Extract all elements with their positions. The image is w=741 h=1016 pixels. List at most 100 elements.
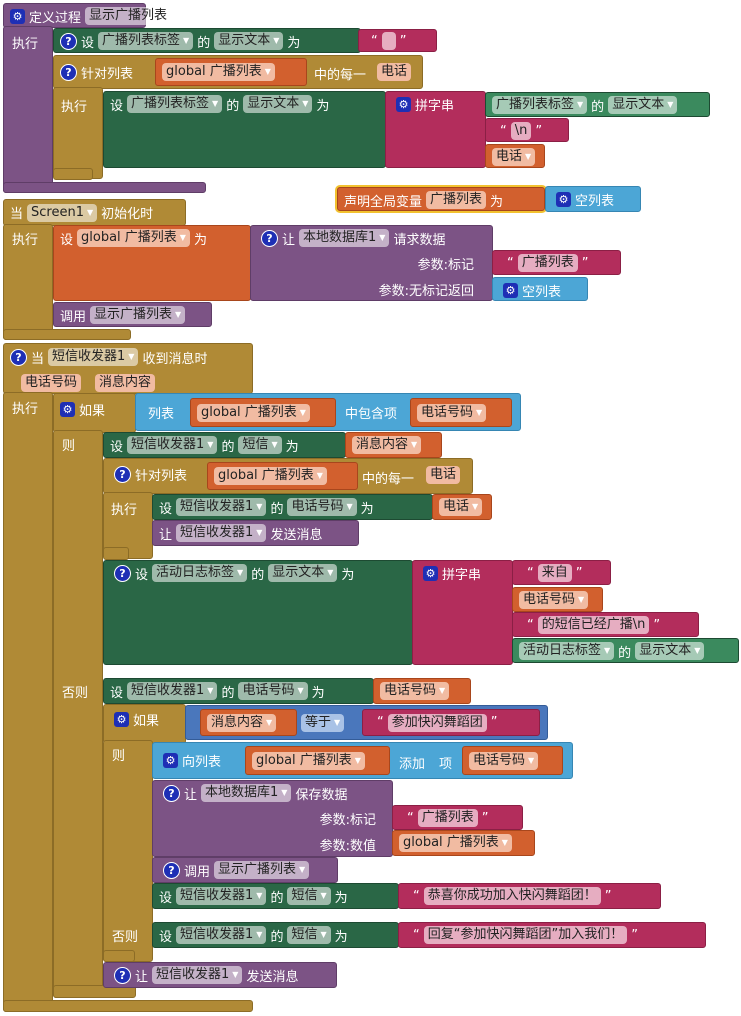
- gear-icon[interactable]: ⚙: [396, 96, 411, 112]
- variable-dropdown[interactable]: 电话 ▼: [439, 498, 483, 516]
- help-icon[interactable]: ?: [261, 229, 278, 247]
- component-dropdown[interactable]: 短信收发器1 ▼: [48, 348, 139, 366]
- variable-dropdown[interactable]: 电话号码 ▼: [519, 591, 589, 609]
- property-getter[interactable]: 活动日志标签 ▼ 的显示文本 ▼: [512, 638, 739, 663]
- set-global-block[interactable]: 设 global 广播列表 ▼ 为: [53, 225, 251, 301]
- text-block[interactable]: 的短信已经广播\n: [512, 612, 699, 637]
- empty-list-block[interactable]: ⚙ 空列表: [545, 186, 641, 212]
- variable-dropdown[interactable]: 电话号码 ▼: [417, 403, 487, 422]
- global-variable-declaration[interactable]: 声明全局变量 广播列表为: [337, 187, 545, 211]
- component-dropdown[interactable]: 短信收发器1 ▼: [176, 887, 267, 905]
- help-icon[interactable]: ?: [163, 861, 180, 879]
- help-icon[interactable]: ?: [114, 465, 131, 483]
- set-sms-message-block[interactable]: 设短信收发器1 ▼ 的短信 ▼ 为: [152, 922, 399, 948]
- variable-dropdown[interactable]: global 广播列表 ▼: [77, 229, 190, 247]
- variable-getter[interactable]: 电话号码 ▼: [410, 398, 512, 427]
- gear-icon[interactable]: ⚙: [503, 282, 518, 298]
- variable-dropdown[interactable]: 电话 ▼: [492, 148, 536, 166]
- component-dropdown[interactable]: 短信收发器1 ▼: [176, 498, 267, 516]
- gear-icon[interactable]: ⚙: [556, 192, 571, 207]
- component-dropdown[interactable]: 活动日志标签 ▼: [519, 642, 615, 660]
- variable-dropdown[interactable]: 消息内容 ▼: [207, 713, 277, 732]
- component-dropdown[interactable]: Screen1 ▼: [27, 203, 98, 222]
- variable-dropdown[interactable]: global 广播列表 ▼: [162, 63, 275, 81]
- call-procedure-block[interactable]: 调用 显示广播列表 ▼: [53, 302, 212, 327]
- help-icon[interactable]: ?: [114, 564, 131, 582]
- help-icon[interactable]: ?: [10, 348, 27, 366]
- variable-getter[interactable]: global 广播列表 ▼: [392, 830, 535, 856]
- gear-icon[interactable]: ⚙: [163, 752, 178, 768]
- variable-name-field[interactable]: 广播列表: [426, 191, 487, 209]
- empty-list-block[interactable]: ⚙ 空列表: [492, 277, 588, 301]
- text-field[interactable]: \n: [510, 122, 532, 140]
- text-block[interactable]: 参加快闪舞蹈团: [362, 709, 540, 736]
- property-dropdown[interactable]: 电话号码 ▼: [287, 498, 357, 516]
- join-block[interactable]: ⚙ 拼字串: [385, 91, 486, 168]
- component-dropdown[interactable]: 广播列表标签 ▼: [98, 32, 194, 50]
- help-icon[interactable]: ?: [163, 784, 180, 802]
- variable-dropdown[interactable]: global 广播列表 ▼: [197, 403, 310, 422]
- property-dropdown[interactable]: 显示文本 ▼: [608, 96, 678, 114]
- text-field[interactable]: 来自: [537, 564, 572, 582]
- send-message-block[interactable]: 让短信收发器1 ▼ 发送消息: [152, 520, 359, 546]
- variable-dropdown[interactable]: global 广播列表 ▼: [252, 751, 365, 770]
- variable-getter[interactable]: global 广播列表 ▼: [190, 398, 336, 427]
- set-sms-message-block[interactable]: 设短信收发器1 ▼ 的短信 ▼ 为: [103, 432, 346, 458]
- text-block[interactable]: 广播列表: [492, 250, 621, 275]
- variable-getter[interactable]: global 广播列表 ▼: [155, 58, 307, 86]
- variable-getter[interactable]: 电话 ▼: [485, 144, 545, 168]
- variable-getter[interactable]: 电话号码 ▼: [462, 746, 563, 775]
- gear-icon[interactable]: ⚙: [423, 565, 438, 581]
- text-block[interactable]: 来自: [512, 560, 611, 585]
- set-label-text-block[interactable]: ? 设广播列表标签 ▼ 的显示文本 ▼ 为: [53, 28, 361, 53]
- sms-received-event[interactable]: ? 当短信收发器1 ▼ 收到消息时 电话号码 消息内容: [3, 343, 253, 394]
- event-parameter[interactable]: 消息内容: [95, 374, 156, 392]
- component-dropdown[interactable]: 广播列表标签 ▼: [492, 96, 588, 114]
- component-dropdown[interactable]: 活动日志标签 ▼: [152, 564, 248, 582]
- property-dropdown[interactable]: 短信 ▼: [238, 436, 282, 454]
- screen-initialize-event[interactable]: 当 Screen1 ▼ 初始化时: [3, 199, 186, 226]
- text-field[interactable]: 广播列表: [417, 809, 478, 827]
- variable-getter[interactable]: global 广播列表 ▼: [207, 462, 358, 490]
- tinydb-get-value-block[interactable]: ? 让本地数据库1 ▼ 请求数据 参数:标记 参数:无标记返回: [250, 225, 493, 301]
- component-dropdown[interactable]: 本地数据库1 ▼: [201, 784, 292, 802]
- variable-dropdown[interactable]: 电话号码 ▼: [380, 682, 450, 700]
- property-dropdown[interactable]: 短信 ▼: [287, 887, 331, 905]
- set-label-text-block[interactable]: 设广播列表标签 ▼ 的显示文本 ▼ 为: [103, 91, 386, 168]
- variable-getter[interactable]: 消息内容 ▼: [345, 432, 442, 458]
- gear-icon[interactable]: ⚙: [114, 711, 129, 727]
- if-else-block[interactable]: ⚙ 如果: [53, 393, 136, 433]
- if-else-block[interactable]: ⚙ 如果: [103, 704, 186, 744]
- set-log-label-block[interactable]: ? 设活动日志标签 ▼ 的显示文本 ▼ 为: [103, 560, 413, 665]
- property-getter[interactable]: 广播列表标签 ▼ 的显示文本 ▼: [485, 92, 710, 117]
- text-field[interactable]: 参加快闪舞蹈团: [387, 713, 487, 732]
- component-dropdown[interactable]: 短信收发器1 ▼: [127, 436, 218, 454]
- help-icon[interactable]: ?: [114, 966, 131, 984]
- tinydb-store-value-block[interactable]: ? 让本地数据库1 ▼ 保存数据 参数:标记 参数:数值: [152, 780, 393, 857]
- help-icon[interactable]: ?: [60, 63, 77, 81]
- text-block[interactable]: 恭喜你成功加入快闪舞蹈团！: [398, 883, 661, 909]
- component-dropdown[interactable]: 短信收发器1 ▼: [176, 524, 267, 542]
- variable-dropdown[interactable]: 消息内容 ▼: [352, 436, 422, 454]
- property-dropdown[interactable]: 显示文本 ▼: [214, 32, 284, 50]
- text-field[interactable]: 回复“参加快闪舞蹈团”加入我们！: [423, 926, 628, 944]
- component-dropdown[interactable]: 本地数据库1 ▼: [299, 229, 390, 247]
- send-message-block[interactable]: ? 让短信收发器1 ▼ 发送消息: [103, 962, 337, 988]
- procedure-definition-block[interactable]: ⚙ 定义过程 显示广播列表: [3, 3, 172, 28]
- set-phone-number-block[interactable]: 设短信收发器1 ▼ 的电话号码 ▼ 为: [152, 494, 433, 520]
- property-dropdown[interactable]: 显示文本 ▼: [635, 642, 705, 660]
- procedure-dropdown[interactable]: 显示广播列表 ▼: [90, 306, 186, 324]
- text-field[interactable]: [381, 32, 396, 50]
- gear-icon[interactable]: ⚙: [10, 8, 25, 24]
- component-dropdown[interactable]: 广播列表标签 ▼: [127, 95, 223, 113]
- text-block[interactable]: 广播列表: [392, 805, 523, 830]
- variable-dropdown[interactable]: global 广播列表 ▼: [399, 834, 512, 852]
- procedure-name-field[interactable]: 显示广播列表: [85, 7, 172, 25]
- procedure-dropdown[interactable]: 显示广播列表 ▼: [214, 861, 310, 879]
- component-dropdown[interactable]: 短信收发器1 ▼: [176, 926, 267, 944]
- text-field[interactable]: 广播列表: [517, 254, 578, 272]
- join-block[interactable]: ⚙ 拼字串: [412, 560, 513, 665]
- variable-getter[interactable]: 消息内容 ▼: [200, 709, 297, 736]
- property-dropdown[interactable]: 电话号码 ▼: [238, 682, 308, 700]
- variable-getter[interactable]: 电话号码 ▼: [373, 678, 471, 704]
